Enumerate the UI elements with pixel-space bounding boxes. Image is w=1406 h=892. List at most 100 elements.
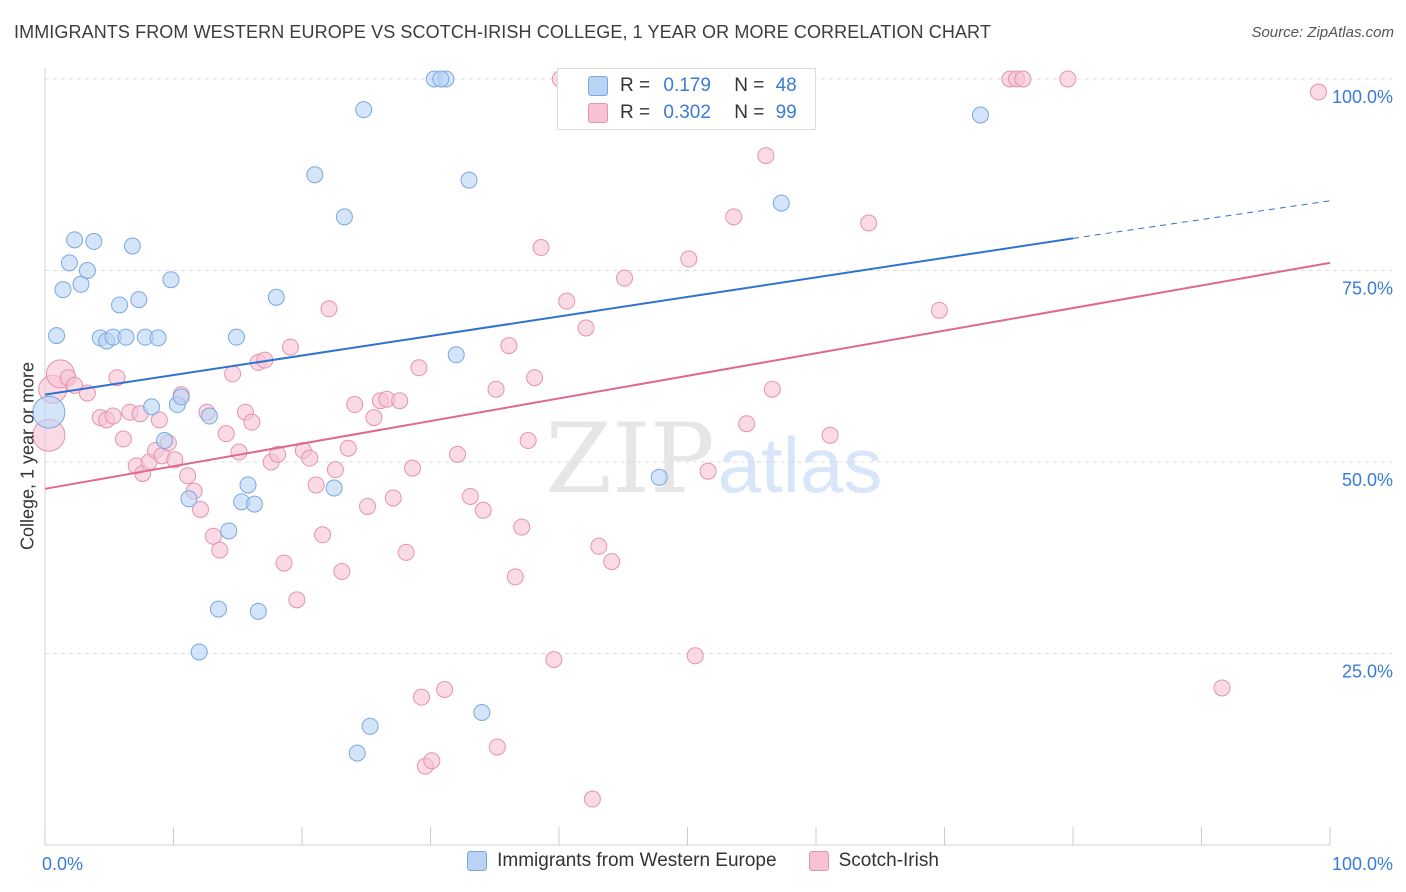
scotch-irish-point: [757, 147, 775, 165]
scotch-irish-point: [320, 300, 338, 318]
scotch-irish-point: [413, 688, 431, 706]
scotch-irish-point: [104, 407, 122, 425]
western-europe-point: [172, 388, 190, 406]
scotch-irish-point: [513, 518, 531, 536]
western-europe-point: [48, 327, 66, 345]
legend-item-scotch-irish[interactable]: Scotch-Irish: [808, 850, 939, 872]
western-europe-point: [355, 101, 373, 119]
scotch-irish-point: [346, 396, 364, 414]
scotch-irish-point: [108, 369, 126, 387]
bottom-legend: Immigrants from Western Europe Scotch-Ir…: [0, 850, 1406, 872]
x-tick-label: 0.0%: [42, 854, 83, 874]
western-europe-point: [123, 237, 141, 255]
western-europe-point: [156, 432, 174, 450]
n-value-a: 48: [775, 75, 797, 96]
western-europe-point: [85, 232, 103, 250]
scotch-irish-point: [397, 543, 415, 561]
western-europe-point: [190, 643, 208, 661]
western-europe-point: [200, 407, 218, 425]
scotch-irish-point: [204, 527, 222, 545]
scotch-irish-point: [281, 338, 299, 356]
n-label-b: N =: [734, 102, 765, 123]
tick-labels: 25.0% 50.0% 75.0% 100.0% 0.0% 100.0%: [42, 87, 1393, 874]
stats-swatch-pink: [588, 103, 608, 123]
scotch-irish-point: [275, 554, 293, 572]
scotch-irish-point: [590, 537, 608, 555]
scotch-irish-point: [1213, 679, 1231, 697]
western-europe-point: [180, 490, 198, 508]
scotch-irish-point: [326, 461, 344, 479]
scotch-irish-point: [410, 359, 428, 377]
stats-text-pink: R = 0.302 N = 99: [620, 102, 797, 124]
watermark-atlas: atlas: [718, 421, 883, 509]
scotch-irish-point: [860, 214, 878, 232]
scotch-irish-point: [359, 497, 377, 515]
stats-swatch-blue: [588, 76, 608, 96]
trend-lines: [44, 200, 1331, 490]
western-europe-point: [66, 231, 84, 249]
scotch-irish-point: [391, 392, 409, 410]
scotch-irish-point: [738, 415, 756, 433]
western-europe-point: [306, 166, 324, 184]
scotch-irish-point: [211, 541, 229, 559]
western-europe-point: [227, 328, 245, 346]
western-europe-point: [335, 208, 353, 226]
scotch-irish-point: [500, 337, 518, 355]
scotch-irish-point: [1309, 83, 1327, 101]
western-europe-point: [971, 106, 989, 124]
scotch-irish-point: [699, 462, 717, 480]
western-europe-point: [239, 476, 257, 494]
legend-item-western-europe[interactable]: Immigrants from Western Europe: [467, 850, 777, 872]
scotch-irish-point: [487, 380, 505, 398]
scotch-irish-point: [763, 380, 781, 398]
watermark: ZIP atlas: [545, 403, 882, 515]
legend-swatch-blue: [467, 851, 488, 871]
scotch-irish-point: [448, 445, 466, 463]
scotch-irish-point: [269, 445, 287, 463]
gridlines: [45, 78, 1392, 654]
scotch-irish-point: [616, 269, 634, 287]
scotch-irish-point: [583, 790, 601, 808]
scotch-irish-point: [680, 250, 698, 268]
scotch-irish-point: [821, 426, 839, 444]
scotch-irish-point: [461, 487, 479, 505]
scotch-irish-point: [404, 459, 422, 477]
western-europe-point: [249, 602, 267, 620]
western-europe-point: [245, 495, 263, 513]
y-tick-label: 50.0%: [1342, 470, 1393, 490]
scotch-irish-point: [423, 752, 441, 770]
scotch-irish-point: [301, 449, 319, 467]
y-tick-label: 100.0%: [1332, 87, 1393, 107]
western-europe-point: [32, 395, 66, 429]
y-axis-label: College, 1 year or more: [17, 361, 38, 551]
stats-legend: R = 0.179 N = 48 R = 0.302 N = 99: [557, 68, 816, 130]
western-europe-point: [209, 600, 227, 618]
scotch-irish-point: [365, 409, 383, 427]
x-tick-label: 100.0%: [1332, 854, 1393, 874]
chart-source: Source: ZipAtlas.com: [1251, 24, 1394, 41]
scotch-irish-point: [230, 443, 248, 461]
western-europe-point: [117, 328, 135, 346]
scotch-irish-point: [179, 467, 197, 485]
western-europe-point: [267, 288, 285, 306]
n-label-a: N =: [734, 75, 765, 96]
scotch-irish-point: [1014, 70, 1032, 88]
western-europe-point: [54, 281, 72, 299]
scotch-irish-point: [384, 489, 402, 507]
western-europe-point: [772, 194, 790, 212]
western-europe-point: [447, 346, 465, 364]
western-europe-point: [473, 703, 491, 721]
y-tick-label: 75.0%: [1342, 279, 1393, 299]
scotch-irish-point: [725, 208, 743, 226]
r-value-a: 0.179: [663, 75, 711, 96]
axes: [44, 68, 1331, 846]
r-label-b: R =: [620, 102, 651, 123]
scotch-irish-point: [436, 681, 454, 699]
chart-title: IMMIGRANTS FROM WESTERN EUROPE VS SCOTCH…: [14, 22, 991, 42]
legend-label-scotch-irish: Scotch-Irish: [838, 850, 939, 871]
scotch-irish-point: [150, 411, 168, 429]
y-tick-label: 25.0%: [1342, 662, 1393, 682]
scotch-irish-point: [307, 476, 325, 494]
scotch-irish-point: [333, 563, 351, 581]
